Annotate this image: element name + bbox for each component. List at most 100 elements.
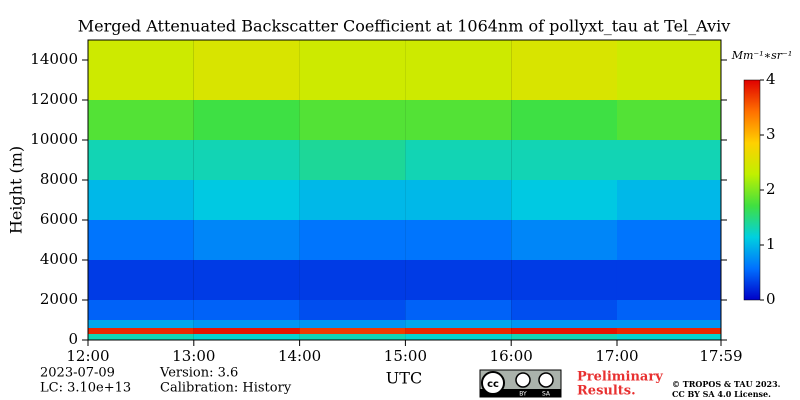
y-tick-label: 0 xyxy=(68,330,78,348)
notice: Preliminary xyxy=(577,370,663,385)
heatmap-cell xyxy=(616,140,721,180)
heatmap-cell xyxy=(88,140,194,180)
heatmap-cell xyxy=(616,320,721,328)
badge-text: BY xyxy=(519,391,527,398)
lidar-constant: LC: 3.10e+13 xyxy=(40,381,131,396)
heatmap-cell xyxy=(299,100,406,140)
heatmap-cell xyxy=(405,220,512,260)
x-axis-label: UTC xyxy=(386,369,422,388)
heatmap-cell xyxy=(193,328,300,334)
colorbar-tick-label: 4 xyxy=(766,70,776,88)
heatmap-cell xyxy=(88,180,194,220)
colorbar xyxy=(743,79,761,301)
notice: Results. xyxy=(577,384,636,399)
heatmap-cell xyxy=(616,300,721,320)
plot-frame xyxy=(87,39,722,341)
heatmap-cell xyxy=(299,180,406,220)
heatmap-cell xyxy=(299,334,406,340)
x-tick-label: 14:00 xyxy=(278,347,321,365)
x-tick-label: 17:59 xyxy=(699,347,742,365)
x-tick-label: 16:00 xyxy=(490,347,533,365)
heatmap-cell xyxy=(616,220,721,260)
heatmap-cell xyxy=(405,40,512,100)
heatmap-cell xyxy=(193,220,300,260)
heatmap-cell xyxy=(511,100,617,140)
heatmap-cell xyxy=(616,260,721,300)
colorbar-unit: Mm⁻¹∗sr⁻¹ xyxy=(731,49,793,62)
heatmap-cell xyxy=(511,220,617,260)
chart-title: Merged Attenuated Backscatter Coefficien… xyxy=(78,17,731,36)
heatmap-cell xyxy=(193,300,300,320)
heatmap-cell xyxy=(88,40,194,100)
version: Version: 3.6 xyxy=(159,366,238,381)
heatmap-cell xyxy=(193,40,300,100)
y-tick-label: 12000 xyxy=(30,90,78,108)
heatmap-cell xyxy=(511,180,617,220)
heatmap-cell xyxy=(405,300,512,320)
heatmap-cell xyxy=(405,334,512,340)
colorbar-tick-label: 3 xyxy=(766,125,776,143)
badge-strip xyxy=(480,389,561,397)
heatmap-cell xyxy=(405,100,512,140)
heatmap xyxy=(88,40,721,340)
heatmap-cell xyxy=(405,320,512,328)
heatmap-cell xyxy=(511,320,617,328)
heatmap-cell xyxy=(299,260,406,300)
heatmap-cell xyxy=(299,40,406,100)
badge-text: cc xyxy=(487,379,499,390)
y-tick-label: 8000 xyxy=(40,170,78,188)
x-tick-label: 13:00 xyxy=(172,347,215,365)
heatmap-cell xyxy=(88,328,194,334)
colorbar-tick-label: 2 xyxy=(766,180,776,198)
heatmap-cell xyxy=(616,334,721,340)
x-tick-label: 17:00 xyxy=(595,347,638,365)
heatmap-cell xyxy=(299,140,406,180)
sa-icon xyxy=(538,372,554,388)
heatmap-cell xyxy=(405,328,512,334)
y-axis-label: Height (m) xyxy=(7,146,26,234)
heatmap-cell xyxy=(193,320,300,328)
heatmap-cell xyxy=(511,140,617,180)
x-tick-label: 15:00 xyxy=(384,347,427,365)
heatmap-cell xyxy=(511,260,617,300)
calibration: Calibration: History xyxy=(160,381,292,396)
heatmap-cell xyxy=(193,100,300,140)
y-tick-label: 10000 xyxy=(30,130,78,148)
heatmap-cell xyxy=(88,300,194,320)
badge-text: SA xyxy=(542,391,551,398)
heatmap-cell xyxy=(511,328,617,334)
x-tick-label: 12:00 xyxy=(66,347,109,365)
heatmap-cell xyxy=(616,180,721,220)
heatmap-cell xyxy=(88,260,194,300)
heatmap-cell xyxy=(405,180,512,220)
heatmap-cell xyxy=(616,328,721,334)
heatmap-cell xyxy=(405,260,512,300)
heatmap-cell xyxy=(193,334,300,340)
y-tick-label: 2000 xyxy=(40,290,78,308)
date: 2023-07-09 xyxy=(40,366,115,381)
heatmap-cell xyxy=(299,320,406,328)
heatmap-cell xyxy=(405,140,512,180)
heatmap-cell xyxy=(88,100,194,140)
copyright: © TROPOS & TAU 2023. xyxy=(672,379,781,389)
heatmap-cell xyxy=(616,40,721,100)
copyright: CC BY SA 4.0 License. xyxy=(672,389,771,399)
license-badge: cc BY SA xyxy=(479,369,562,398)
colorbar-tick-label: 1 xyxy=(766,235,776,253)
by-icon xyxy=(515,372,531,388)
heatmap-cell xyxy=(616,100,721,140)
heatmap-cell xyxy=(299,300,406,320)
heatmap-cell xyxy=(88,320,194,328)
y-tick-label: 4000 xyxy=(40,250,78,268)
heatmap-cell xyxy=(88,220,194,260)
colorbar-tick-label: 0 xyxy=(766,290,776,308)
heatmap-cell xyxy=(511,40,617,100)
heatmap-cell xyxy=(88,334,194,340)
y-tick-label: 6000 xyxy=(40,210,78,228)
heatmap-cell xyxy=(511,334,617,340)
y-tick-label: 14000 xyxy=(30,50,78,68)
cc-icon xyxy=(481,371,505,395)
heatmap-cell xyxy=(511,300,617,320)
